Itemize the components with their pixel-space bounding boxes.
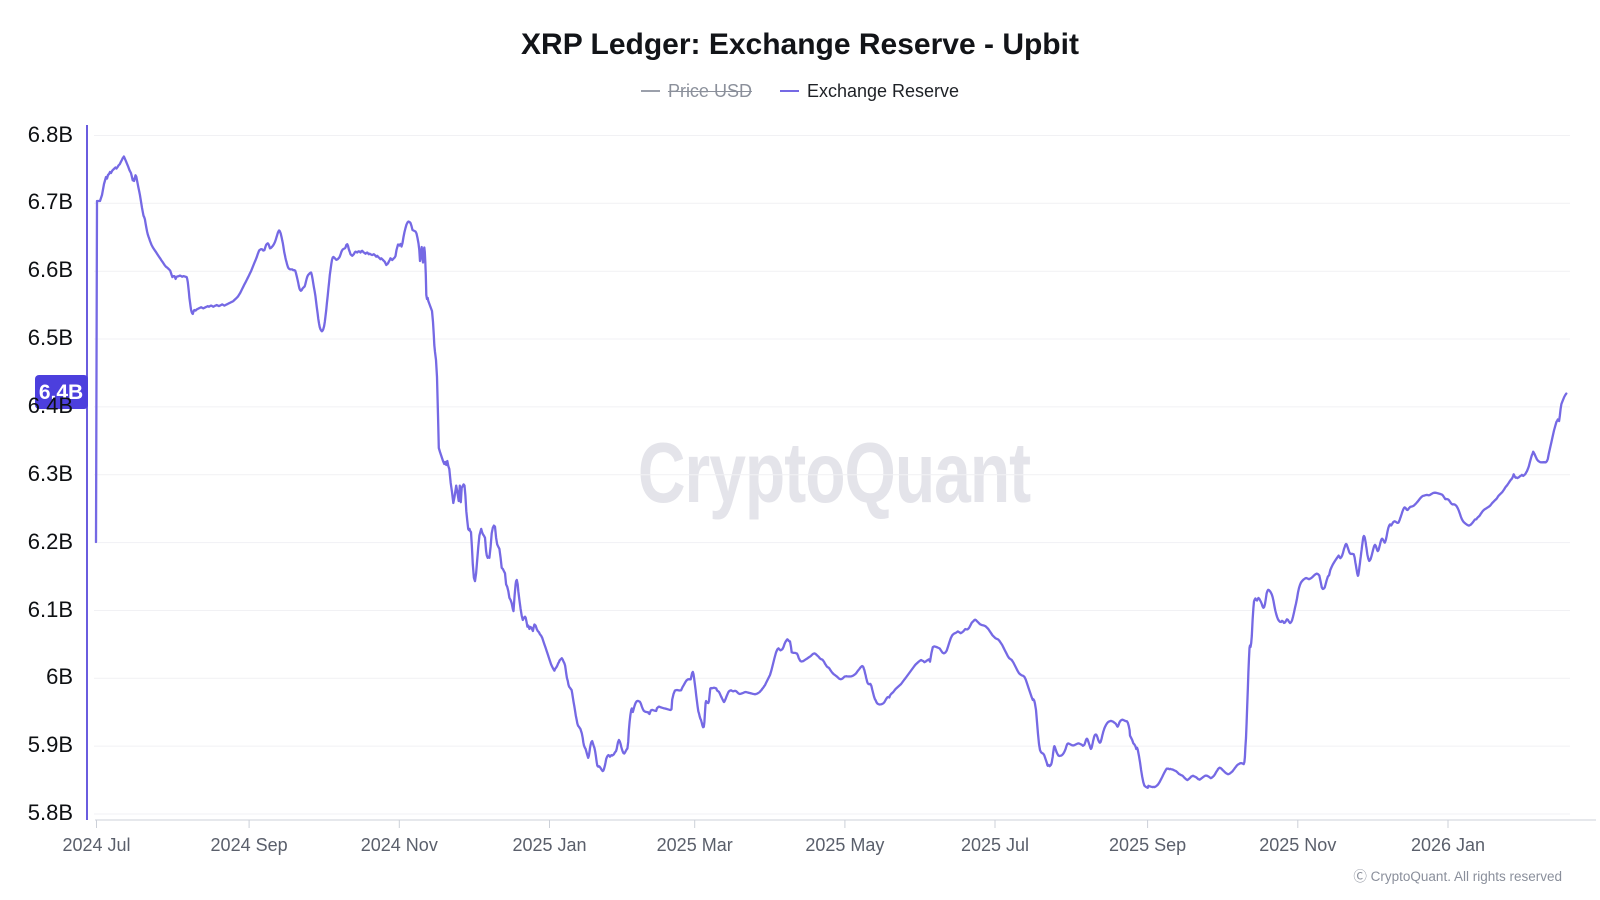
svg-text:CryptoQuant: CryptoQuant — [638, 426, 1031, 521]
svg-text:6.4B: 6.4B — [39, 381, 83, 404]
